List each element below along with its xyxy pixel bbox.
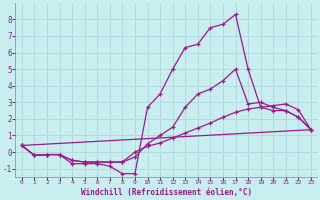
X-axis label: Windchill (Refroidissement éolien,°C): Windchill (Refroidissement éolien,°C) bbox=[81, 188, 252, 197]
